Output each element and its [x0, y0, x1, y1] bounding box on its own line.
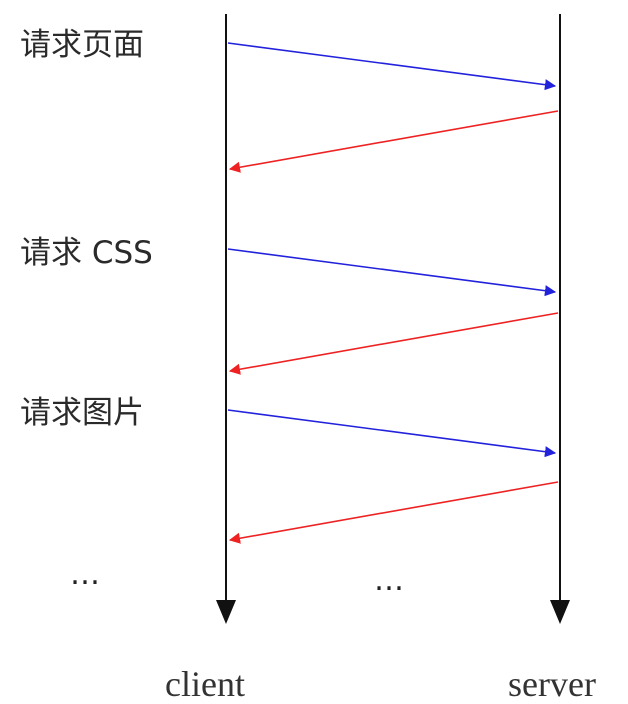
step-label-css: 请求 CSS	[20, 235, 153, 271]
server-lifeline-arrowhead	[550, 600, 570, 624]
request-arrow-image	[227, 409, 557, 458]
response-arrow-css	[228, 312, 559, 375]
ellipsis-left: …	[70, 557, 104, 592]
step-label-image: 请求图片	[20, 395, 144, 431]
response-arrow-image	[228, 481, 559, 544]
client-lifeline-arrowhead	[216, 600, 236, 624]
client-label: client	[165, 664, 245, 704]
ellipsis-middle: …	[374, 563, 408, 598]
request-arrow-page	[227, 42, 557, 91]
request-arrow-css	[227, 248, 557, 297]
server-label: server	[508, 664, 596, 704]
response-arrow-page	[228, 110, 559, 173]
step-label-page: 请求页面	[20, 27, 144, 63]
